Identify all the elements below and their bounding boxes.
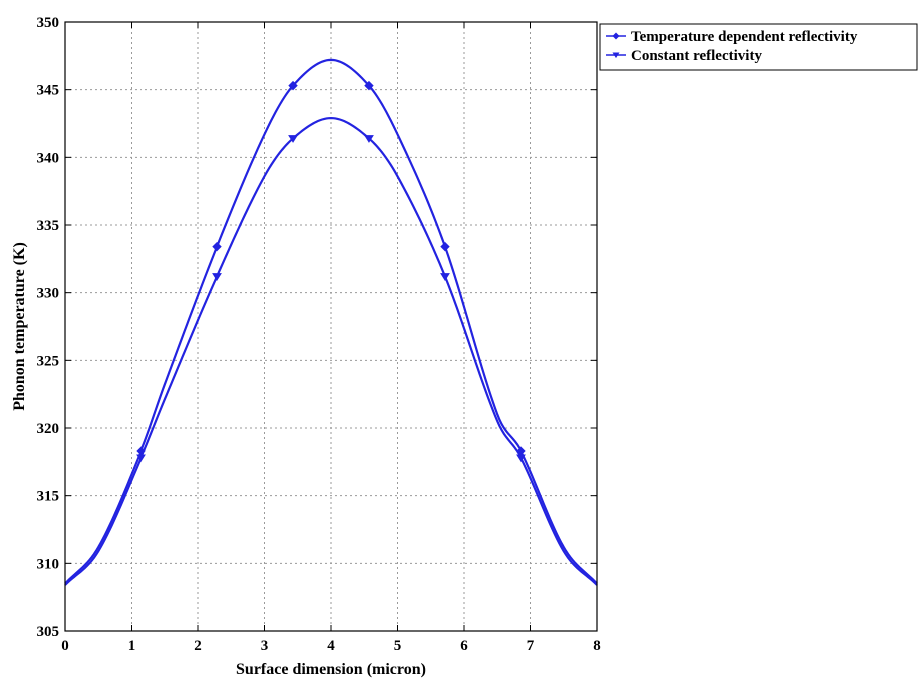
x-tick-label: 2 bbox=[194, 638, 202, 654]
x-tick-label: 5 bbox=[394, 638, 402, 654]
legend-item-constant: Constant reflectivity bbox=[606, 48, 762, 64]
y-tick-label: 335 bbox=[37, 218, 60, 234]
data-point bbox=[364, 135, 374, 143]
series-1 bbox=[64, 116, 598, 586]
legend-item-temperature-dependent: Temperature dependent reflectivity bbox=[606, 29, 858, 45]
y-tick-label: 330 bbox=[37, 286, 60, 302]
x-axis-title: Surface dimension (micron) bbox=[236, 661, 426, 678]
x-tick-label: 8 bbox=[593, 638, 601, 654]
legend-marker-triangle-icon bbox=[612, 52, 620, 59]
data-point bbox=[516, 454, 526, 463]
legend-marker-diamond-icon bbox=[612, 32, 620, 40]
y-tick-label: 325 bbox=[37, 353, 60, 369]
data-point bbox=[440, 273, 450, 281]
y-tick-label: 340 bbox=[37, 150, 60, 166]
data-point bbox=[136, 454, 146, 463]
y-tick-label: 310 bbox=[37, 556, 60, 572]
y-tick-label: 315 bbox=[37, 489, 60, 505]
data-point bbox=[212, 241, 222, 252]
x-tick-label: 4 bbox=[327, 638, 335, 654]
y-tick-label: 320 bbox=[37, 421, 60, 437]
legend-label-temperature-dependent: Temperature dependent reflectivity bbox=[631, 29, 858, 45]
y-tick-label: 305 bbox=[37, 624, 60, 640]
x-tick-label: 1 bbox=[128, 638, 136, 654]
data-point bbox=[288, 135, 298, 143]
y-tick-label: 345 bbox=[37, 83, 60, 99]
series-line bbox=[64, 116, 598, 586]
series-line bbox=[64, 58, 598, 585]
data-point bbox=[288, 80, 298, 91]
y-axis-title: Phonon temperature (K) bbox=[11, 242, 28, 411]
x-tick-label: 0 bbox=[61, 638, 69, 654]
legend-label-constant: Constant reflectivity bbox=[631, 48, 762, 64]
grid bbox=[65, 22, 597, 631]
series-layer bbox=[64, 58, 598, 586]
data-point bbox=[364, 80, 374, 91]
x-tick-label: 7 bbox=[527, 638, 535, 654]
legend-box bbox=[599, 23, 918, 71]
x-tick-label: 3 bbox=[261, 638, 269, 654]
data-point bbox=[212, 273, 222, 281]
y-tick-label: 350 bbox=[37, 15, 60, 31]
data-point bbox=[440, 241, 450, 252]
x-tick-label: 6 bbox=[460, 638, 468, 654]
legend: Temperature dependent reflectivity Const… bbox=[599, 23, 918, 71]
